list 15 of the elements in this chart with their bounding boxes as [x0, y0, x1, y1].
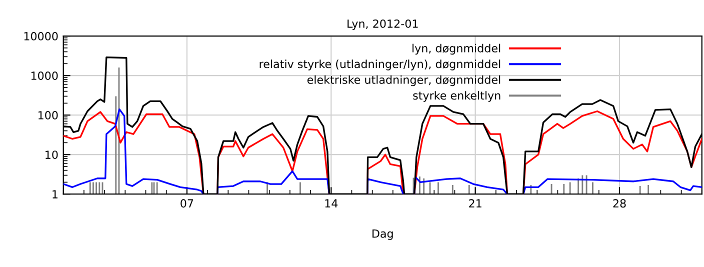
x-tick-label: 28	[613, 199, 626, 208]
y-tick-label: 10	[46, 150, 58, 159]
y-tick-label: 10000	[24, 32, 58, 40]
y-tick-label: 1	[52, 190, 58, 198]
x-tick-label: 07	[180, 199, 194, 208]
legend-label: elektriske utladninger, døgnmiddel	[307, 75, 500, 86]
y-tick-label: 1000	[31, 72, 58, 80]
x-tick-label: 14	[325, 199, 338, 208]
chart-title: Lyn, 2012-01	[348, 19, 418, 30]
legend-label: lyn, døgnmiddel	[412, 44, 500, 55]
x-tick-label: 21	[469, 199, 482, 208]
x-axis-title: Dag	[372, 230, 393, 240]
y-tick-label: 100	[38, 111, 58, 120]
legend-label: relativ styrke (utladninger/lyn), døgnmiddel	[260, 60, 500, 70]
legend-label: styrke enkeltlyn	[413, 91, 500, 102]
